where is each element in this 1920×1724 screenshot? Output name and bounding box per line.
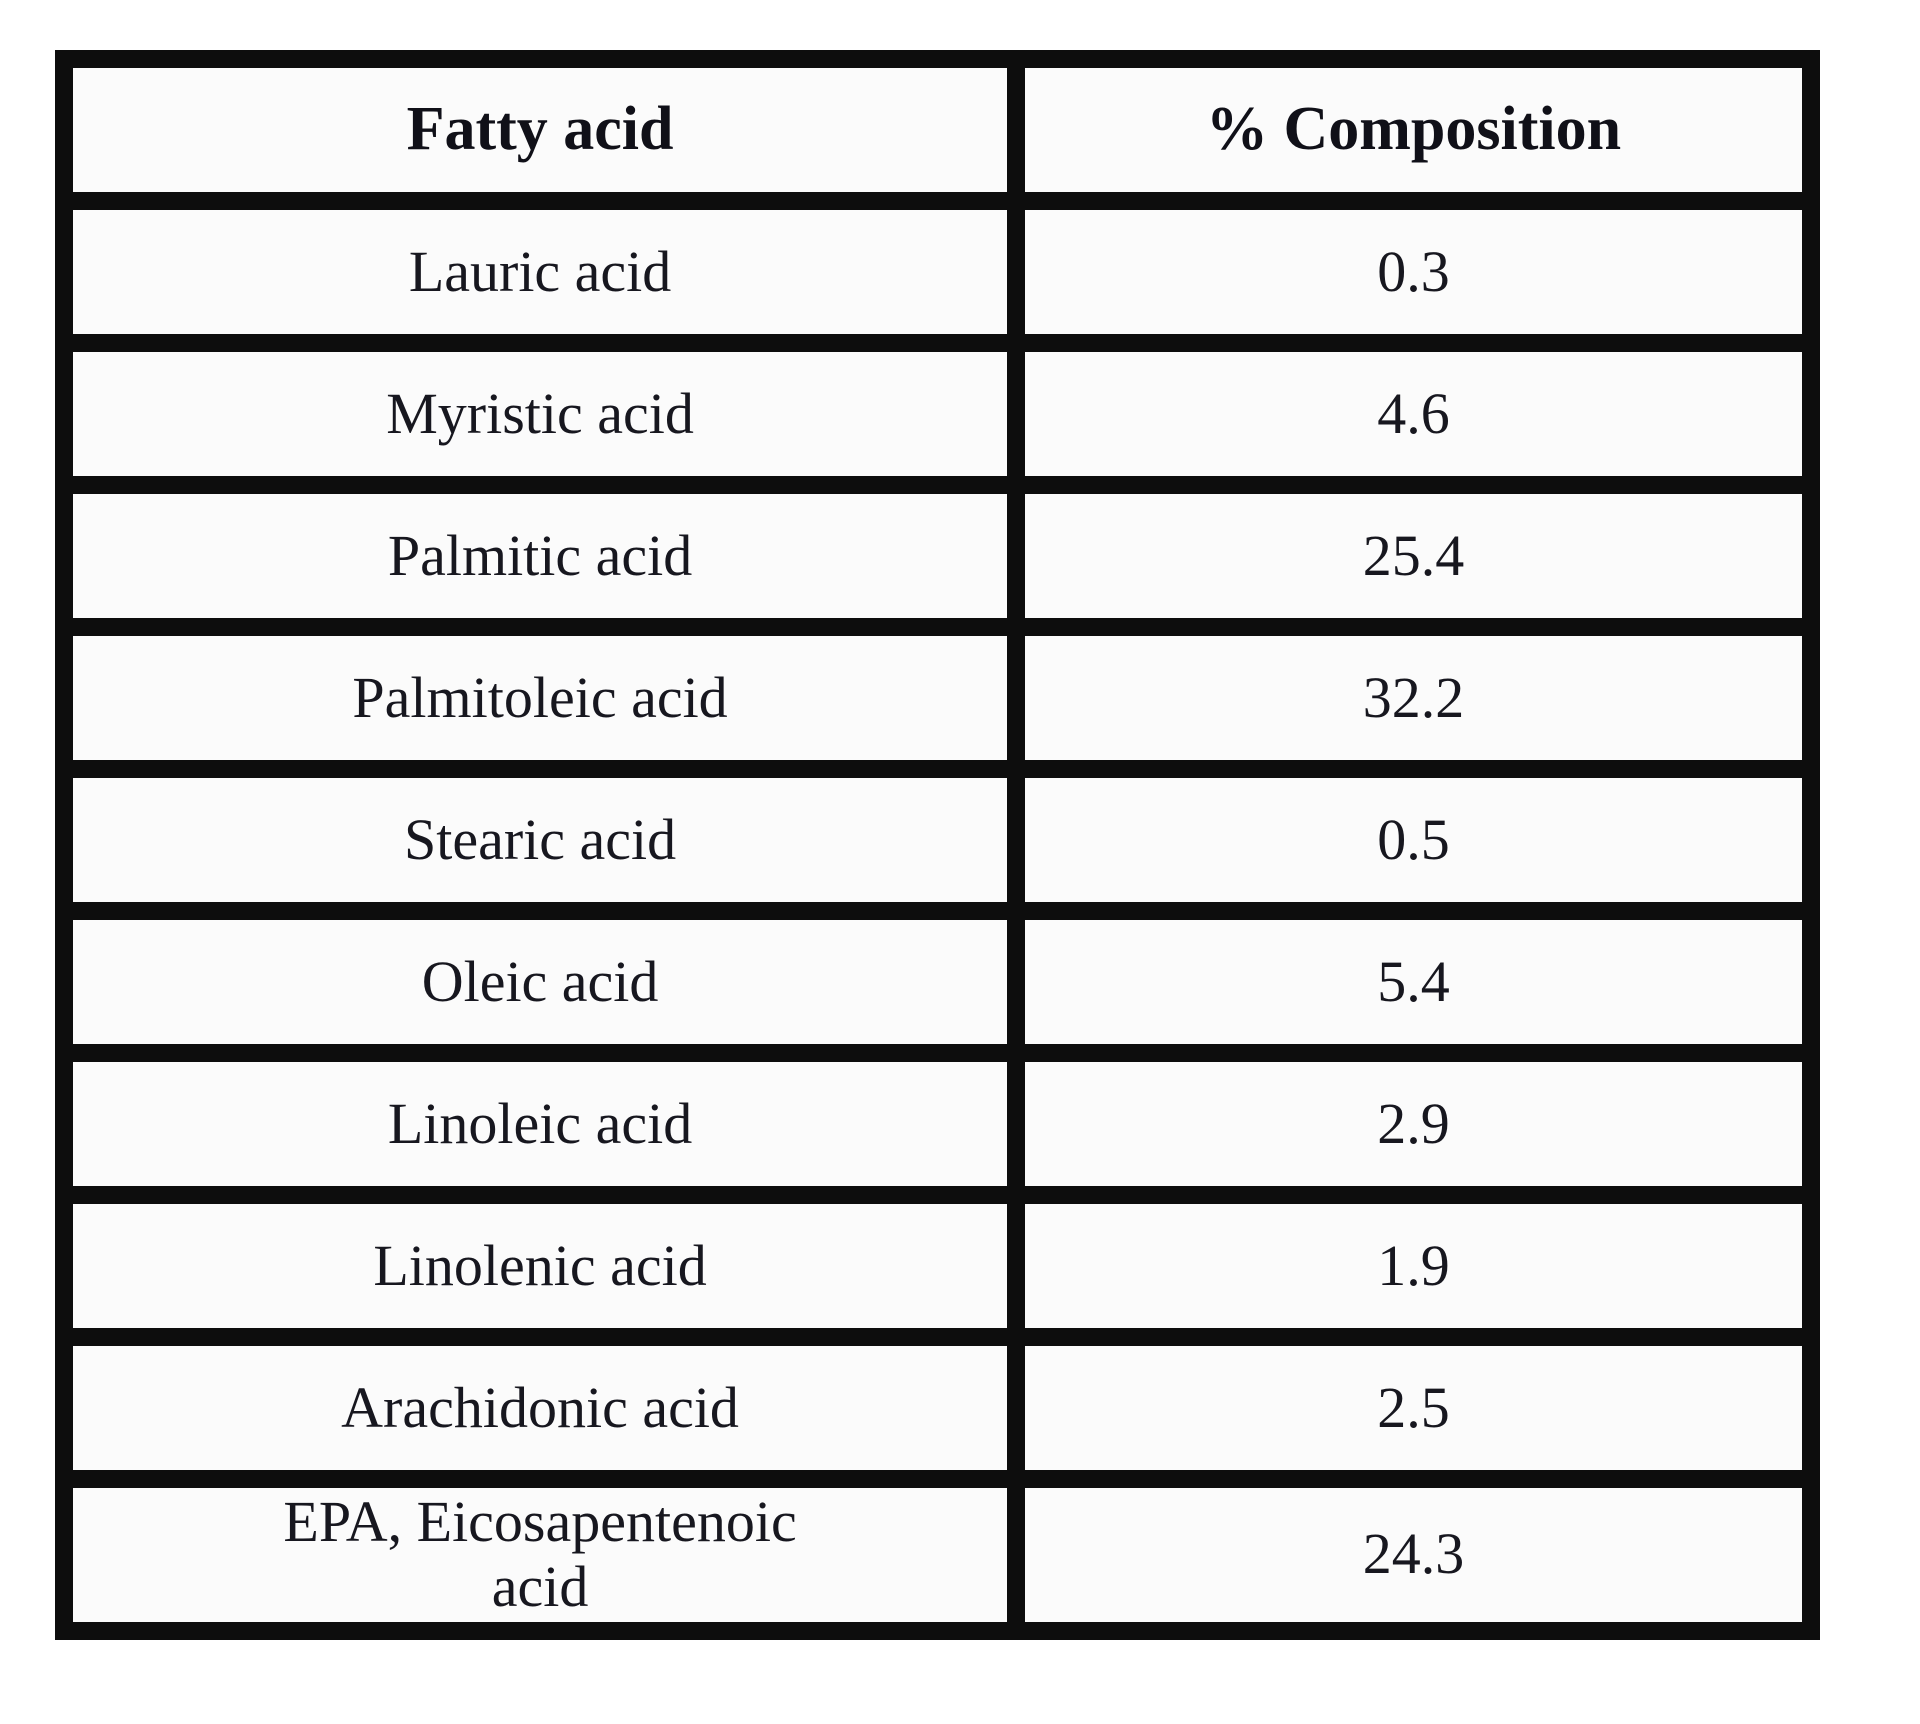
table-row: Linoleic acid 2.9 [54, 1044, 1820, 1204]
composition-value: 2.5 [1377, 1374, 1450, 1440]
fatty-acid-name: Palmitoleic acid [352, 664, 728, 730]
table-row: Palmitic acid 25.4 [54, 476, 1820, 636]
fatty-acid-name: Oleic acid [421, 948, 659, 1014]
composition-value-cell: 5.4 [1007, 902, 1820, 1062]
fatty-acid-name: Linoleic acid [387, 1090, 693, 1156]
fatty-acid-name: Stearic acid [403, 806, 677, 872]
column-header-fatty-acid: Fatty acid [54, 50, 1026, 210]
fatty-acid-name-cell: Lauric acid [54, 192, 1026, 352]
fatty-acid-name: Linolenic acid [373, 1232, 707, 1298]
composition-value: 24.3 [1362, 1521, 1465, 1587]
fatty-acid-name: Palmitic acid [387, 522, 693, 588]
fatty-acid-name: Arachidonic acid [341, 1374, 739, 1440]
composition-value-cell: 32.2 [1007, 618, 1820, 778]
fatty-acid-composition-table: Fatty acid % Composition Lauric acid 0.3… [54, 50, 1820, 1640]
composition-value-cell: 0.3 [1007, 192, 1820, 352]
fatty-acid-name: EPA, Eicosapentenoic acid [283, 1489, 797, 1619]
fatty-acid-name-cell: Myristic acid [54, 334, 1026, 494]
table-row: Myristic acid 4.6 [54, 334, 1820, 494]
composition-value: 0.3 [1377, 238, 1450, 304]
fatty-acid-name-cell: Linolenic acid [54, 1186, 1026, 1346]
composition-value-cell: 0.5 [1007, 760, 1820, 920]
header-label: Fatty acid [406, 95, 674, 164]
fatty-acid-name-cell: Stearic acid [54, 760, 1026, 920]
composition-value-cell: 25.4 [1007, 476, 1820, 636]
composition-value-cell: 2.9 [1007, 1044, 1820, 1204]
fatty-acid-name-cell: Palmitoleic acid [54, 618, 1026, 778]
composition-value: 2.9 [1377, 1090, 1450, 1156]
composition-value: 25.4 [1362, 522, 1465, 588]
fatty-acid-name-cell: Oleic acid [54, 902, 1026, 1062]
fatty-acid-name: Lauric acid [408, 238, 672, 304]
column-header-percent-composition: % Composition [1007, 50, 1820, 210]
composition-value-cell: 4.6 [1007, 334, 1820, 494]
fatty-acid-name-cell: Linoleic acid [54, 1044, 1026, 1204]
composition-value: 5.4 [1377, 948, 1450, 1014]
fatty-acid-name-cell: Palmitic acid [54, 476, 1026, 636]
data-table: Fatty acid % Composition Lauric acid 0.3… [54, 50, 1820, 1640]
composition-value: 32.2 [1362, 664, 1465, 730]
fatty-acid-name-cell: Arachidonic acid [54, 1328, 1026, 1488]
composition-value: 0.5 [1377, 806, 1450, 872]
table-row: Stearic acid 0.5 [54, 760, 1820, 920]
table-row: Oleic acid 5.4 [54, 902, 1820, 1062]
composition-value-cell: 2.5 [1007, 1328, 1820, 1488]
fatty-acid-name-cell: EPA, Eicosapentenoic acid [54, 1470, 1026, 1640]
table-row: EPA, Eicosapentenoic acid 24.3 [54, 1470, 1820, 1640]
header-label: % Composition [1206, 95, 1622, 164]
header-row: Fatty acid % Composition [54, 50, 1820, 210]
composition-value-cell: 1.9 [1007, 1186, 1820, 1346]
composition-value: 1.9 [1377, 1232, 1450, 1298]
table-row: Arachidonic acid 2.5 [54, 1328, 1820, 1488]
table-row: Lauric acid 0.3 [54, 192, 1820, 352]
table-row: Linolenic acid 1.9 [54, 1186, 1820, 1346]
fatty-acid-name: Myristic acid [386, 380, 694, 446]
table-row: Palmitoleic acid 32.2 [54, 618, 1820, 778]
composition-value-cell: 24.3 [1007, 1470, 1820, 1640]
composition-value: 4.6 [1377, 380, 1450, 446]
